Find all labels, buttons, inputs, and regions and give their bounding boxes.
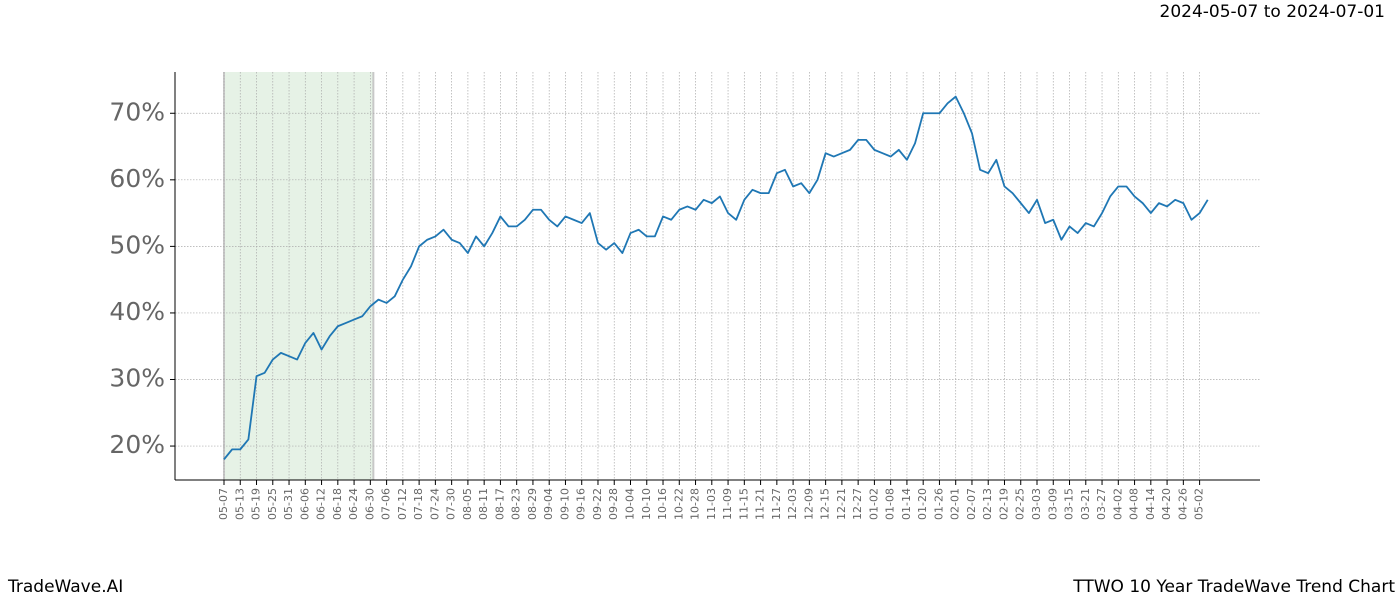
x-tick-label: 06-12 bbox=[315, 488, 328, 520]
x-tick-label: 02-01 bbox=[949, 488, 962, 520]
x-tick-label: 03-27 bbox=[1095, 488, 1108, 520]
x-tick-label: 05-07 bbox=[217, 488, 230, 520]
chart-title: TTWO 10 Year TradeWave Trend Chart bbox=[1072, 577, 1395, 597]
x-tick-label: 01-14 bbox=[900, 488, 913, 520]
x-tick-label: 05-13 bbox=[233, 488, 246, 520]
x-tick-label: 04-20 bbox=[1160, 488, 1173, 520]
x-tick-label: 01-20 bbox=[916, 488, 929, 520]
x-tick-label: 06-24 bbox=[347, 488, 360, 520]
x-tick-label: 02-13 bbox=[981, 488, 994, 520]
x-tick-label: 04-08 bbox=[1128, 488, 1141, 520]
x-tick-label: 08-17 bbox=[493, 488, 506, 520]
x-tick-label: 06-30 bbox=[363, 488, 376, 520]
series-line bbox=[223, 95, 1209, 460]
x-tick-label: 09-22 bbox=[591, 488, 604, 520]
highlight-band bbox=[224, 72, 374, 480]
x-tick-label: 03-21 bbox=[1079, 488, 1092, 520]
x-tick-label: 06-06 bbox=[298, 488, 311, 520]
x-tick-label: 05-02 bbox=[1193, 488, 1206, 520]
x-tick-label: 12-09 bbox=[802, 488, 815, 520]
x-tick-label: 11-03 bbox=[705, 488, 718, 520]
x-tick-label: 09-28 bbox=[607, 488, 620, 520]
x-tick-label: 12-03 bbox=[786, 488, 799, 520]
y-tick-label: 60% bbox=[109, 164, 165, 193]
x-tick-label: 07-06 bbox=[380, 488, 393, 520]
x-tick-label: 09-04 bbox=[542, 488, 555, 520]
x-tick-label: 07-18 bbox=[412, 488, 425, 520]
x-tick-label: 04-26 bbox=[1176, 488, 1189, 520]
x-tick-label: 01-26 bbox=[932, 488, 945, 520]
x-tick-label: 02-07 bbox=[965, 488, 978, 520]
x-tick-label: 03-09 bbox=[1046, 488, 1059, 520]
x-tick-label: 01-02 bbox=[867, 488, 880, 520]
x-tick-label: 10-04 bbox=[624, 488, 637, 520]
x-tick-label: 10-22 bbox=[672, 488, 685, 520]
x-tick-label: 03-15 bbox=[1063, 488, 1076, 520]
y-tick-label: 30% bbox=[109, 363, 165, 392]
x-tick-label: 10-16 bbox=[656, 488, 669, 520]
x-tick-label: 04-14 bbox=[1144, 488, 1157, 520]
x-tick-label: 09-10 bbox=[558, 488, 571, 520]
x-tick-label: 06-18 bbox=[331, 488, 344, 520]
x-tick-label: 08-05 bbox=[461, 488, 474, 520]
x-tick-label: 05-19 bbox=[250, 488, 263, 520]
x-tick-label: 11-21 bbox=[754, 488, 767, 520]
x-tick-label: 01-08 bbox=[884, 488, 897, 520]
y-tick-label: 70% bbox=[109, 97, 165, 126]
x-tick-label: 11-15 bbox=[737, 488, 750, 520]
x-tick-label: 07-30 bbox=[445, 488, 458, 520]
chart-subtitle: 2024-05-07 to 2024-07-01 bbox=[1160, 2, 1385, 22]
y-tick-label: 20% bbox=[109, 430, 165, 459]
x-tick-label: 12-21 bbox=[835, 488, 848, 520]
brand: TradeWave.AI bbox=[7, 577, 123, 597]
y-tick-label: 40% bbox=[109, 297, 165, 326]
x-tick-label: 07-24 bbox=[428, 488, 441, 520]
x-tick-label: 11-09 bbox=[721, 488, 734, 520]
x-tick-label: 08-23 bbox=[510, 488, 523, 520]
x-tick-label: 12-27 bbox=[851, 488, 864, 520]
x-tick-label: 11-27 bbox=[770, 488, 783, 520]
x-tick-label: 08-11 bbox=[477, 488, 490, 520]
x-tick-label: 05-31 bbox=[282, 488, 295, 520]
x-tick-label: 04-02 bbox=[1111, 488, 1124, 520]
x-tick-label: 05-25 bbox=[266, 488, 279, 520]
x-tick-label: 12-15 bbox=[819, 488, 832, 520]
x-tick-label: 02-19 bbox=[997, 488, 1010, 520]
x-tick-label: 07-12 bbox=[396, 488, 409, 520]
x-tick-label: 08-29 bbox=[526, 488, 539, 520]
x-tick-label: 10-28 bbox=[689, 488, 702, 520]
x-tick-label: 02-25 bbox=[1014, 488, 1027, 520]
x-tick-label: 09-16 bbox=[575, 488, 588, 520]
x-tick-label: 03-03 bbox=[1030, 488, 1043, 520]
x-tick-label: 10-10 bbox=[640, 488, 653, 520]
y-tick-label: 50% bbox=[109, 230, 165, 259]
